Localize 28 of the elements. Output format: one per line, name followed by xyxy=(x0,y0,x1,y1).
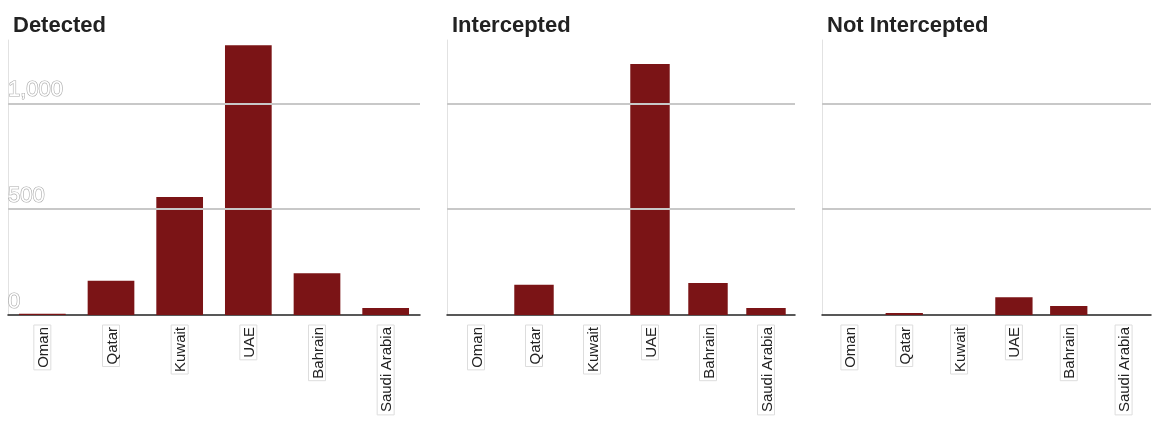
bar xyxy=(746,308,786,315)
x-tick-label: Qatar xyxy=(895,327,913,365)
chart-title: Intercepted xyxy=(452,11,571,37)
chart-title: Detected xyxy=(13,11,106,37)
x-tick-label: Oman xyxy=(467,327,485,368)
x-tick-label: Kuwait xyxy=(950,326,968,373)
bar xyxy=(688,283,728,315)
x-tick-label: Kuwait xyxy=(171,326,189,373)
x-tick-label: UAE xyxy=(641,327,659,358)
x-tick-label: UAE xyxy=(239,327,257,358)
x-tick-label: Kuwait xyxy=(583,326,601,373)
x-tick-label: Oman xyxy=(33,327,51,368)
x-tick-label: Bahrain xyxy=(1060,327,1078,379)
bar xyxy=(630,63,670,315)
y-tick-label: 0 xyxy=(8,287,21,313)
x-tick-label: Bahrain xyxy=(699,327,717,379)
x-tick-label: Qatar xyxy=(525,327,543,365)
x-tick-label: Saudi Arabia xyxy=(377,326,395,413)
x-tick-label: Saudi Arabia xyxy=(1115,326,1133,413)
bar xyxy=(514,284,554,315)
x-tick-label: Bahrain xyxy=(308,327,326,379)
x-tick-label: Saudi Arabia xyxy=(757,326,775,413)
x-tick-label: Oman xyxy=(840,327,858,368)
y-tick-label: 1,000 xyxy=(8,75,64,101)
y-tick-label: 500 xyxy=(8,181,45,207)
x-tick-label: Qatar xyxy=(102,327,120,365)
chart-title: Not Intercepted xyxy=(827,11,989,37)
x-tick-label: UAE xyxy=(1005,327,1023,358)
